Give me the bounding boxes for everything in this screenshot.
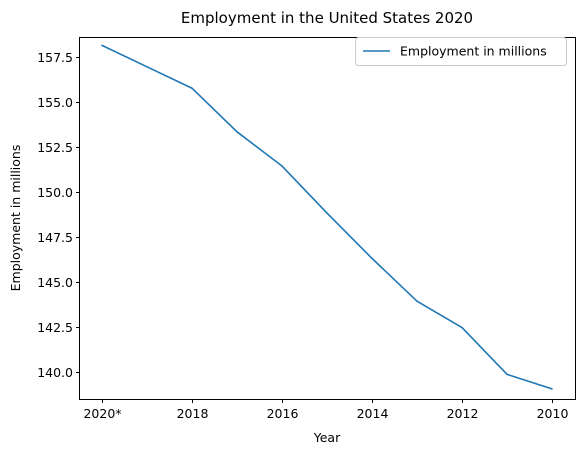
y-axis-label: Employment in millions — [8, 145, 23, 292]
data-point — [326, 212, 328, 214]
x-tick-label: 2018 — [177, 406, 209, 421]
x-tick-label: 2014 — [357, 406, 389, 421]
legend-label: Employment in millions — [400, 44, 547, 59]
x-tick-label: 2010 — [537, 406, 569, 421]
data-point — [146, 66, 148, 68]
y-tick-label: 140.0 — [37, 365, 73, 380]
series-layer — [101, 44, 553, 390]
data-point — [101, 44, 103, 47]
y-tick-label: 155.0 — [37, 95, 73, 110]
y-tick-label: 147.5 — [37, 230, 73, 245]
plot-frame — [79, 37, 576, 400]
x-tick-label: 2016 — [267, 406, 299, 421]
y-tick-label: 145.0 — [37, 275, 73, 290]
data-point — [551, 388, 553, 390]
plot-area — [79, 37, 576, 400]
data-point — [371, 257, 373, 260]
y-tick-label: 142.5 — [37, 320, 73, 335]
data-point — [236, 131, 238, 133]
x-axis-label: Year — [313, 430, 341, 445]
data-point — [506, 373, 508, 376]
x-axis: 2020* 2018 2016 2014 2012 2010 — [83, 399, 568, 421]
y-tick-label: 157.5 — [37, 50, 73, 65]
legend-box — [355, 37, 567, 66]
y-tick-label: 150.0 — [37, 185, 73, 200]
y-axis: 140.0 142.5 145.0 147.5 150.0 152.5 155.0 157.5 — [37, 50, 80, 380]
x-tick-label: 2020* — [83, 406, 121, 421]
y-tick-label: 152.5 — [37, 140, 73, 155]
data-point — [416, 300, 418, 303]
chart-title: Employment in the United States 2020 — [181, 9, 473, 27]
data-point — [191, 87, 193, 90]
x-tick-label: 2012 — [447, 406, 479, 421]
legend: Employment in millions — [355, 37, 567, 66]
data-point — [281, 165, 283, 167]
data-point — [461, 326, 463, 329]
